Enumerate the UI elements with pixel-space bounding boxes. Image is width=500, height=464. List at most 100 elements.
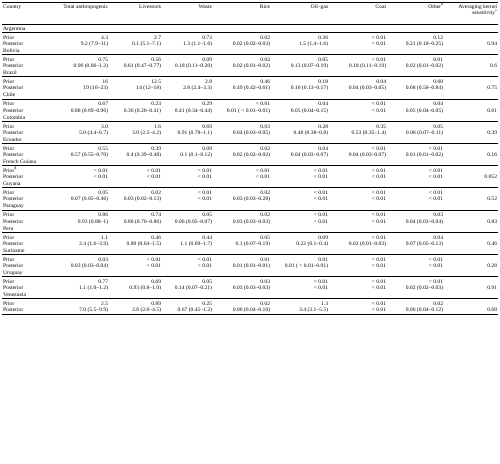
kernel-sensitivity-cell: 0.39	[487, 129, 497, 136]
kernel-sensitivity-cell	[444, 144, 498, 153]
prior-value-cell: 0.02	[260, 34, 270, 41]
header-country: Country	[2, 2, 54, 25]
posterior-row: Posterior 0.88 (0.69–0.96) 0.36 (0.26–0.41…	[2, 108, 498, 114]
country-row: Uruguay	[2, 269, 498, 278]
posterior-label: Posterior	[3, 152, 24, 159]
prior-value-cell: 0.69	[151, 279, 161, 286]
prior-value-cell: < 0.01	[146, 168, 161, 175]
posterior-value-cell: 0.1 (0.07–0.19)	[235, 240, 271, 247]
prior-label-cell: Prior	[2, 188, 54, 197]
posterior-row: Posterior 0.93 (0.88–1) 0.80 (0.76–0.86) 0.…	[2, 219, 498, 225]
prior-value-cell: 0.75	[98, 57, 108, 63]
posterior-value-cell: < 0.01	[197, 174, 212, 181]
posterior-value-cell: 1.1 (1.0–1.2)	[79, 285, 108, 292]
kernel-sensitivity-cell: 0.52	[487, 196, 497, 203]
posterior-value-cell: 0.03 (0.03–0.28)	[232, 196, 270, 203]
posterior-label: Posterior	[3, 218, 24, 225]
prior-value-cell: < 0.01	[371, 101, 386, 108]
prior-value-cell: < 0.01	[428, 190, 443, 197]
posterior-value-cell: 2.8 (2.4–3.3)	[183, 85, 212, 92]
header-rice: Rice	[213, 2, 271, 25]
prior-value-cell: 0.29	[202, 101, 212, 108]
posterior-value-cell: 0.02 (0.02–0.02)	[232, 152, 270, 159]
prior-value-cell: < 0.01	[371, 234, 386, 241]
prior-value-cell: 1.6	[154, 123, 161, 130]
prior-value-cell: < 0.01	[255, 101, 270, 108]
posterior-value-cell: 0.18 (0.11–0.20)	[174, 63, 212, 70]
posterior-value-cell: 0.05 (0.04–0.15)	[290, 107, 328, 114]
posterior-value-cell: 0.01 ( < 0.01–0.01)	[226, 107, 270, 114]
prior-value-cell: < 0.01	[313, 279, 328, 286]
prior-label: Prior	[3, 212, 15, 219]
posterior-value-cell: 0.02 (0.01–0.02)	[232, 63, 270, 70]
prior-value-cell: 0.04	[318, 145, 328, 152]
posterior-value-cell: < 0.01	[428, 263, 443, 270]
posterior-value-cell: < 0.01	[313, 285, 328, 292]
header-waste: Waste	[162, 2, 213, 25]
posterior-value-cell: 0.04 (0.03–0.05)	[232, 129, 270, 136]
posterior-label: Posterior	[3, 240, 24, 247]
country-row: Colombia	[2, 113, 498, 122]
posterior-value-cell: 0.89 (0.64–1.5)	[126, 240, 162, 247]
prior-value-cell: < 0.01	[93, 168, 108, 175]
header-other: Otherb	[387, 2, 444, 25]
kernel-sensitivity-cell: 0.052	[484, 174, 497, 181]
posterior-value-cell: 0.41 (0.34–0.44)	[174, 107, 212, 114]
prior-value-cell: 0.05	[433, 123, 443, 130]
prior-value-cell: 0.09	[318, 234, 328, 241]
prior-value-cell: 0.69	[202, 123, 212, 130]
posterior-value-cell: < 0.01	[371, 263, 386, 270]
posterior-value-cell: 9.2 (7.9–11)	[80, 41, 108, 47]
posterior-value-cell: 0.53 (0.35–1.4)	[351, 129, 387, 136]
country-name: Bolivia	[2, 47, 498, 56]
country-row: Suriname	[2, 247, 498, 255]
posterior-value-cell: < 0.01	[146, 174, 161, 181]
posterior-value-cell: < 0.01	[371, 196, 386, 203]
prior-label: Prior	[3, 34, 15, 41]
country-name: Argentina	[2, 24, 498, 33]
posterior-value-cell: 0.07 (0.05–0.46)	[70, 196, 108, 203]
prior-value-cell: 0.01	[260, 256, 270, 263]
posterior-value-cell: < 0.01	[428, 196, 443, 203]
posterior-value-cell: 0.01 (0.01–0.02)	[405, 152, 443, 159]
prior-value-cell: 0.68	[433, 79, 443, 86]
header-other-label: Other	[428, 4, 441, 10]
prior-value-cell: 0.09	[202, 145, 212, 152]
kernel-sensitivity-cell	[444, 99, 498, 108]
posterior-value-cell: < 0.01	[146, 263, 161, 270]
prior-value-cell: 0.46	[151, 234, 161, 241]
kernel-sensitivity-cell: 0.16	[487, 152, 497, 159]
header-livestock: Livestock	[109, 2, 162, 25]
kernel-sensitivity-cell	[444, 77, 498, 86]
kernel-sensitivity-cell: 0.83	[487, 218, 497, 225]
posterior-value-cell: 0.36 (0.26–0.41)	[123, 107, 161, 114]
prior-value-cell: 0.03	[433, 212, 443, 219]
header-kernel-label: Averaging kernel sensitivity	[458, 4, 497, 17]
prior-value-cell: < 0.01	[313, 190, 328, 197]
posterior-value-cell: 0.48 (0.38–0.8)	[293, 129, 329, 136]
prior-value-cell: < 0.01	[428, 279, 443, 286]
posterior-value-cell: 0.49 (0.42–0.61)	[232, 85, 270, 92]
kernel-sensitivity-cell	[444, 188, 498, 197]
posterior-value-cell: 3.4 (3.1–5.5)	[271, 307, 329, 315]
prior-value-cell: < 0.01	[197, 256, 212, 263]
prior-value-cell: 2.7	[154, 34, 161, 41]
prior-value-cell: < 0.01	[371, 256, 386, 263]
posterior-row: Posterior 5.0 (4.4–6.7) 3.0 (2.5–4.2) 0.91 …	[2, 130, 498, 136]
prior-value-cell: 0.35	[376, 123, 386, 130]
prior-value-cell: 2.8	[205, 79, 212, 86]
posterior-value-cell: 0.21 (0.18–0.25)	[405, 41, 443, 47]
posterior-value-cell: 0.57 (0.55–0.70)	[70, 152, 108, 159]
prior-value-cell: < 0.01	[371, 212, 386, 219]
prior-value-cell: < 0.01	[371, 57, 386, 63]
prior-value-cell: 0.23	[151, 101, 161, 108]
posterior-label: Posterior	[3, 307, 24, 314]
posterior-value-cell: 0.67 (0.45–1.2)	[162, 307, 213, 315]
posterior-value-cell: 0.91 (0.78–1.1)	[177, 129, 213, 136]
prior-value-cell: 0.73	[202, 34, 212, 41]
footnote-d: d	[14, 165, 17, 171]
header-coal: Coal	[329, 2, 387, 25]
prior-value-cell: 0.36	[318, 34, 328, 41]
prior-value-cell: 0.01	[433, 57, 443, 63]
prior-label-cell: Prior	[2, 99, 54, 108]
